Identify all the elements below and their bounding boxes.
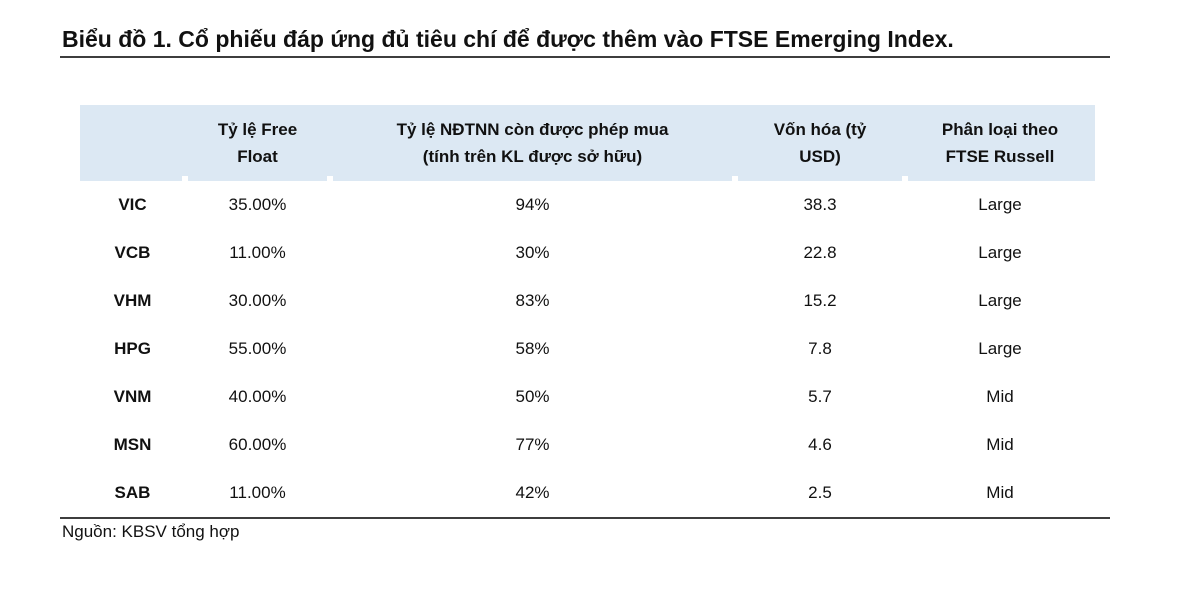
ticker-cell: VHM — [113, 291, 152, 310]
ticker-cell: SAB — [114, 483, 151, 502]
header-cell-market-cap: Vốn hóa (tỷ USD) — [732, 105, 905, 181]
foreign-room-cell: 58% — [515, 339, 550, 358]
stocks-table: Tỷ lệ Free Float Tỷ lệ NĐTNN còn được ph… — [80, 105, 1095, 517]
foreign-room-cell: 83% — [515, 291, 550, 310]
figure-title: Biểu đồ 1. Cổ phiếu đáp ứng đủ tiêu chí … — [62, 26, 954, 52]
market-cap-cell: 22.8 — [803, 243, 837, 262]
market-cap-cell: 2.5 — [808, 483, 832, 502]
table-row: VIC 35.00% 94% 38.3 Large — [80, 181, 1095, 229]
free-float-cell: 11.00% — [229, 483, 286, 502]
free-float-cell: 30.00% — [228, 291, 287, 310]
table-row: VCB 11.00% 30% 22.8 Large — [80, 229, 1095, 277]
ticker-cell: VCB — [114, 243, 151, 262]
table-header-row: Tỷ lệ Free Float Tỷ lệ NĐTNN còn được ph… — [80, 105, 1095, 181]
classification-cell: Large — [978, 243, 1022, 262]
market-cap-cell: 38.3 — [803, 195, 837, 214]
ticker-cell: VIC — [118, 195, 147, 214]
header-cell-foreign-room: Tỷ lệ NĐTNN còn được phép mua (tính trên… — [327, 105, 735, 181]
table-row: SAB 11.00% 42% 2.5 Mid — [80, 469, 1095, 517]
header-cell-free-float: Tỷ lệ Free Float — [182, 105, 330, 181]
header-cell-classification: Phân loại theo FTSE Russell — [902, 105, 1095, 181]
table-row: VHM 30.00% 83% 15.2 Large — [80, 277, 1095, 325]
title-divider — [60, 56, 1110, 58]
table-bottom-divider — [60, 517, 1110, 519]
ticker-cell: MSN — [113, 435, 152, 454]
free-float-cell: 11.00% — [229, 243, 286, 262]
market-cap-cell: 4.6 — [808, 435, 832, 454]
classification-cell: Large — [978, 291, 1022, 310]
classification-cell: Mid — [986, 435, 1014, 454]
classification-cell: Large — [978, 339, 1022, 358]
foreign-room-cell: 94% — [515, 195, 550, 214]
market-cap-cell: 15.2 — [803, 291, 837, 310]
ticker-cell: VNM — [113, 387, 152, 406]
free-float-cell: 35.00% — [228, 195, 287, 214]
classification-cell: Mid — [986, 483, 1014, 502]
foreign-room-cell: 50% — [515, 387, 550, 406]
free-float-cell: 40.00% — [228, 387, 287, 406]
foreign-room-cell: 77% — [515, 435, 550, 454]
header-cell-ticker — [80, 105, 185, 181]
table-row: VNM 40.00% 50% 5.7 Mid — [80, 373, 1095, 421]
free-float-cell: 60.00% — [228, 435, 287, 454]
table-body: VIC 35.00% 94% 38.3 Large VCB 11.00% 30%… — [80, 181, 1095, 517]
ticker-cell: HPG — [114, 339, 151, 358]
free-float-cell: 55.00% — [228, 339, 287, 358]
table-row: MSN 60.00% 77% 4.6 Mid — [80, 421, 1095, 469]
market-cap-cell: 5.7 — [808, 387, 832, 406]
source-note: Nguồn: KBSV tổng hợp — [62, 522, 240, 541]
foreign-room-cell: 42% — [515, 483, 550, 502]
table-row: HPG 55.00% 58% 7.8 Large — [80, 325, 1095, 373]
foreign-room-cell: 30% — [515, 243, 550, 262]
market-cap-cell: 7.8 — [808, 339, 832, 358]
classification-cell: Large — [978, 195, 1022, 214]
classification-cell: Mid — [986, 387, 1014, 406]
